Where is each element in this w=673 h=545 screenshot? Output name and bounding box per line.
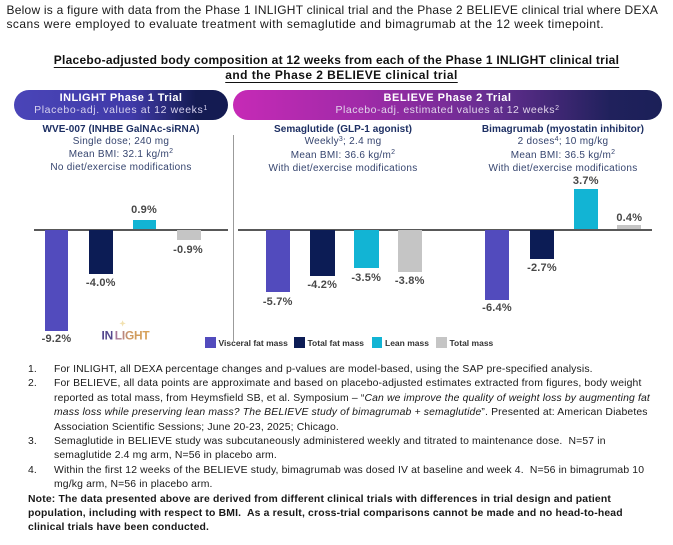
svg-text:IN: IN (102, 328, 114, 341)
svg-text:LIGHT: LIGHT (115, 328, 151, 341)
